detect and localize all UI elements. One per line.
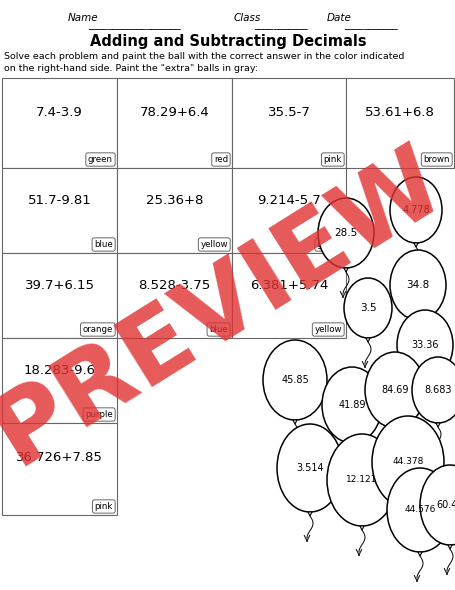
Text: 25.36+8: 25.36+8 (146, 194, 203, 207)
Ellipse shape (321, 367, 381, 443)
Polygon shape (405, 508, 409, 512)
Text: 60.41: 60.41 (435, 500, 455, 510)
Bar (2, 338, 117, 423)
Text: on the right-hand side. Paint the "extra" balls in gray:: on the right-hand side. Paint the "extra… (4, 64, 258, 73)
Text: 12.121: 12.121 (345, 476, 377, 484)
Bar (232, 168, 345, 253)
Text: ___________________: ___________________ (88, 20, 180, 30)
Bar (117, 78, 232, 168)
Text: Name: Name (68, 13, 98, 23)
Ellipse shape (326, 434, 396, 526)
Text: Date: Date (326, 13, 351, 23)
Ellipse shape (396, 310, 452, 380)
Text: yellow: yellow (314, 325, 341, 334)
Text: 3.5: 3.5 (359, 303, 375, 313)
Bar (117, 168, 232, 253)
Ellipse shape (389, 250, 445, 320)
Text: blue: blue (94, 240, 113, 249)
Ellipse shape (389, 177, 441, 243)
Ellipse shape (419, 465, 455, 545)
Bar (117, 253, 232, 338)
Polygon shape (415, 320, 419, 324)
Ellipse shape (263, 340, 326, 420)
Text: PREVIEW: PREVIEW (0, 130, 455, 483)
Polygon shape (359, 526, 363, 530)
Text: 35.5-7: 35.5-7 (267, 106, 310, 119)
Polygon shape (343, 268, 347, 272)
Text: purple: purple (85, 410, 113, 419)
Text: orange: orange (82, 325, 113, 334)
Text: 44.378: 44.378 (391, 457, 423, 467)
Text: 44.576: 44.576 (404, 506, 435, 514)
Bar (2, 168, 117, 253)
Text: 45.85: 45.85 (281, 375, 308, 385)
Bar (2, 253, 117, 338)
Text: green: green (316, 240, 341, 249)
Ellipse shape (411, 357, 455, 423)
Text: 51.7-9.81: 51.7-9.81 (28, 194, 91, 207)
Text: 28.5: 28.5 (334, 228, 357, 238)
Polygon shape (392, 428, 396, 432)
Text: Solve each problem and paint the ball with the correct answer in the color indic: Solve each problem and paint the ball wi… (4, 52, 404, 61)
Polygon shape (349, 443, 353, 447)
Text: ___________: ___________ (253, 20, 307, 30)
Polygon shape (435, 423, 439, 427)
Text: 33.36: 33.36 (410, 340, 438, 350)
Polygon shape (307, 512, 311, 516)
Text: 18.283-9.6: 18.283-9.6 (24, 364, 95, 377)
Text: 8.683: 8.683 (423, 385, 451, 395)
Text: 53.61+6.8: 53.61+6.8 (364, 106, 434, 119)
Text: Class: Class (233, 13, 261, 23)
Text: 8.528-3.75: 8.528-3.75 (138, 279, 210, 292)
Text: 4.778: 4.778 (401, 205, 429, 215)
Polygon shape (413, 243, 417, 247)
Text: 41.89: 41.89 (338, 400, 365, 410)
Text: 39.7+6.15: 39.7+6.15 (25, 279, 94, 292)
Polygon shape (447, 545, 451, 549)
Text: blue: blue (209, 325, 228, 334)
Text: pink: pink (95, 502, 113, 511)
Text: 3.514: 3.514 (296, 463, 323, 473)
Ellipse shape (317, 198, 373, 268)
Bar (232, 78, 345, 168)
Bar (2, 78, 117, 168)
Ellipse shape (276, 424, 342, 512)
Polygon shape (417, 552, 421, 556)
Text: brown: brown (423, 155, 449, 164)
Ellipse shape (386, 468, 452, 552)
Text: green: green (88, 155, 113, 164)
Text: 36.726+7.85: 36.726+7.85 (16, 451, 103, 464)
Text: yellow: yellow (200, 240, 228, 249)
Text: 7.4-3.9: 7.4-3.9 (36, 106, 83, 119)
Polygon shape (365, 338, 369, 342)
Text: pink: pink (323, 155, 341, 164)
Polygon shape (422, 380, 426, 384)
Bar (232, 253, 345, 338)
Text: 9.214-5.7: 9.214-5.7 (257, 194, 320, 207)
Text: red: red (213, 155, 228, 164)
Text: 78.29+6.4: 78.29+6.4 (139, 106, 209, 119)
Text: 84.69: 84.69 (380, 385, 408, 395)
Text: ___________: ___________ (343, 20, 397, 30)
Text: 34.8: 34.8 (405, 280, 429, 290)
Ellipse shape (371, 416, 443, 508)
Bar (2, 423, 117, 515)
Ellipse shape (364, 352, 424, 428)
Bar (345, 78, 453, 168)
Text: Adding and Subtracting Decimals: Adding and Subtracting Decimals (90, 34, 365, 49)
Polygon shape (293, 420, 296, 424)
Text: 6.381+5.74: 6.381+5.74 (249, 279, 328, 292)
Ellipse shape (343, 278, 391, 338)
